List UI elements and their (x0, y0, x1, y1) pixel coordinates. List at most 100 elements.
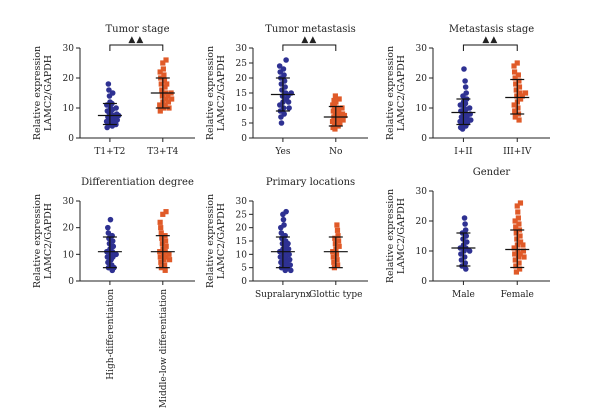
y-axis-label: Relative expressionLAMC2/GAPDH (205, 194, 227, 288)
data-point-square (517, 200, 524, 206)
significance-marker: ▲▲ (128, 35, 144, 45)
y-tick-label: 30 (416, 44, 428, 54)
data-point-square (514, 60, 520, 66)
data-point-square (161, 78, 168, 84)
data-point-circle (287, 267, 294, 274)
y-tick-label: 5 (241, 264, 247, 274)
x-category-label: High-differentiation (106, 289, 116, 380)
data-point-square (332, 126, 338, 132)
data-point-square (166, 257, 173, 263)
data-point-circle (462, 78, 468, 84)
data-point-square (162, 102, 168, 108)
y-tick-label: 0 (241, 134, 247, 144)
data-point-square (333, 251, 340, 257)
data-point-circle (458, 251, 464, 257)
x-category-label: Female (501, 290, 534, 300)
data-point-square (334, 222, 340, 228)
data-point-square (340, 117, 346, 123)
data-point-square (336, 243, 342, 249)
chart-panel: Metastasis stage Relative expressionLAMC2… (385, 24, 550, 157)
data-point-square (159, 235, 165, 241)
data-point-square (512, 257, 518, 263)
data-point-square (160, 60, 166, 66)
y-tick-label: 20 (416, 74, 428, 84)
chart-title: Differentiation degree (81, 177, 194, 188)
data-point-square (333, 99, 339, 105)
y-axis-label-line: LAMC2/GAPDH (396, 55, 407, 131)
data-point-square (513, 230, 519, 236)
data-point-square (521, 254, 527, 260)
data-point-square (339, 105, 345, 111)
y-axis-label-line: LAMC2/GAPDH (216, 203, 227, 279)
data-point-circle (460, 93, 466, 99)
data-point-square (337, 120, 343, 126)
x-category-label: Glottic type (309, 290, 362, 300)
y-tick-label: 0 (68, 134, 74, 144)
data-point-circle (286, 105, 292, 111)
data-point-square (160, 66, 166, 72)
data-point-square (513, 269, 519, 275)
data-point-square (512, 108, 518, 114)
data-point-square (336, 96, 342, 102)
significance-bracket (462, 44, 518, 51)
data-point-circle (457, 102, 464, 108)
data-point-square (515, 72, 521, 78)
data-point-circle (466, 248, 473, 254)
data-point-circle (280, 211, 286, 218)
x-category-label: Supralarynx (255, 290, 311, 300)
data-point-circle (278, 114, 284, 120)
data-point-circle (104, 124, 110, 131)
y-tick-label: 5 (241, 119, 247, 129)
data-point-square (513, 81, 519, 87)
y-axis-label-line: Relative expression (205, 194, 216, 288)
x-category-label: Middle-low differentiation (159, 289, 169, 408)
data-point-circle (277, 102, 283, 108)
x-category-label: T3+T4 (147, 147, 178, 157)
data-point-square (513, 87, 519, 93)
data-point-square (158, 230, 164, 236)
y-axis-label-line: LAMC2/GAPDH (216, 55, 227, 131)
data-point-square (158, 259, 164, 265)
data-point-square (158, 225, 164, 231)
y-tick-label: 20 (63, 224, 75, 234)
significance-bracket (109, 44, 164, 51)
y-axis-label-line: Relative expression (385, 189, 396, 283)
y-axis-label: Relative expressionLAMC2/GAPDH (32, 46, 54, 140)
data-point-square (516, 221, 522, 227)
data-point-square (336, 108, 342, 114)
data-point-square (513, 263, 519, 269)
y-tick-label: 25 (236, 59, 248, 69)
significance-marker: ▲▲ (301, 35, 317, 45)
data-point-square (161, 257, 167, 263)
chart-title: Tumor metastasis (265, 24, 356, 35)
data-point-square (517, 266, 523, 272)
data-point-circle (462, 221, 468, 227)
data-point-square (514, 203, 520, 209)
data-point-square (163, 209, 169, 215)
y-axis-label-line: Relative expression (32, 194, 43, 288)
data-point-circle (280, 216, 287, 223)
data-point-square (516, 117, 522, 123)
data-point-square (513, 224, 519, 230)
y-tick-label: 15 (236, 89, 248, 99)
data-point-circle (105, 81, 112, 87)
data-point-circle (277, 69, 284, 75)
data-point-square (520, 242, 526, 248)
data-point-square (511, 102, 517, 108)
y-tick-label: 30 (236, 197, 248, 207)
data-point-square (157, 69, 163, 75)
data-point-square (336, 238, 342, 244)
data-point-circle (283, 57, 289, 63)
chart-panel: Gender Relative expressionLAMC2/GAPDH 0 10 2… (385, 167, 550, 300)
data-point-square (517, 233, 523, 239)
y-axis-label-line: Relative expression (205, 46, 216, 140)
data-point-square (161, 72, 167, 78)
x-category-label: I+II (454, 147, 473, 157)
y-tick-label: 30 (416, 187, 428, 197)
y-tick-label: 10 (236, 250, 248, 260)
x-category-label: Male (452, 290, 475, 300)
data-point-square (157, 108, 163, 114)
chart-panel: Differentiation degree Relative expressio… (32, 177, 195, 408)
data-point-square (163, 57, 169, 63)
y-tick-label: 0 (241, 277, 247, 287)
